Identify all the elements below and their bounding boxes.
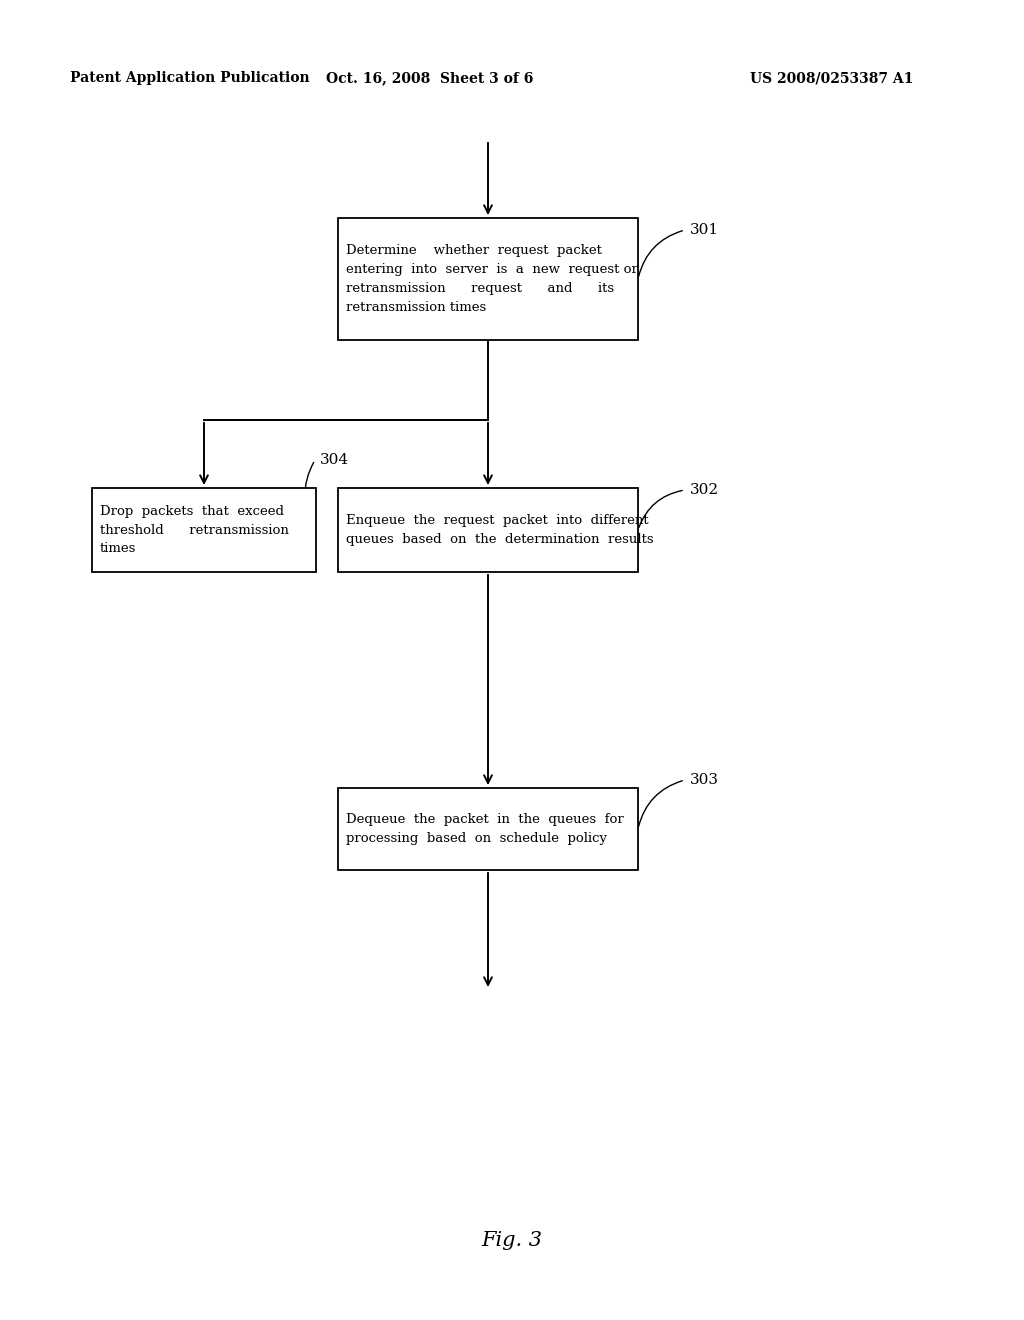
Text: Determine    whether  request  packet
entering  into  server  is  a  new  reques: Determine whether request packet enterin… [346,244,638,314]
Text: Fig. 3: Fig. 3 [481,1230,543,1250]
Text: Enqueue  the  request  packet  into  different
queues  based  on  the  determina: Enqueue the request packet into differen… [346,513,653,546]
Bar [338,788,638,870]
Text: Dequeue  the  packet  in  the  queues  for
processing  based  on  schedule  poli: Dequeue the packet in the queues for pro… [346,813,624,845]
Text: Drop  packets  that  exceed
threshold      retransmission
times: Drop packets that exceed threshold retra… [100,504,289,556]
Text: Oct. 16, 2008  Sheet 3 of 6: Oct. 16, 2008 Sheet 3 of 6 [327,71,534,84]
Bar [338,488,638,572]
Bar [92,488,316,572]
Text: 304: 304 [319,453,349,467]
Text: US 2008/0253387 A1: US 2008/0253387 A1 [750,71,913,84]
Text: Patent Application Publication: Patent Application Publication [70,71,309,84]
Bar [338,218,638,341]
Text: 303: 303 [690,774,719,787]
Text: 302: 302 [690,483,719,498]
Text: 301: 301 [690,223,719,238]
